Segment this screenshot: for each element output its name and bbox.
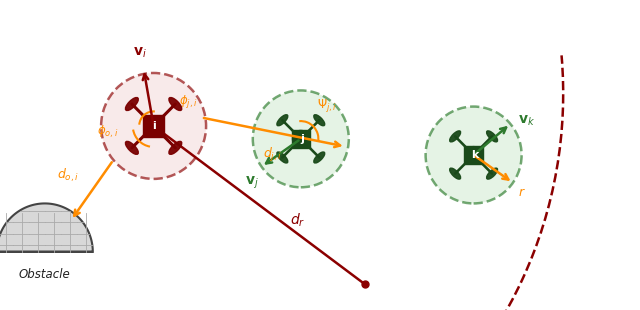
Ellipse shape [486,168,497,179]
Text: $\Psi_{j,i}$: $\Psi_{j,i}$ [317,97,337,114]
Ellipse shape [125,98,138,110]
Text: j: j [301,134,305,144]
Text: $d_{o,i}$: $d_{o,i}$ [57,166,79,184]
Polygon shape [465,146,483,164]
Text: $\phi_{o,i}$: $\phi_{o,i}$ [97,124,118,140]
Circle shape [144,116,163,136]
Ellipse shape [277,152,288,163]
Text: $d_r$: $d_r$ [290,211,305,229]
Text: $r$: $r$ [518,186,526,199]
Text: k: k [471,150,479,160]
Ellipse shape [277,115,288,126]
Polygon shape [292,130,310,148]
Text: $\mathbf{v}_i$: $\mathbf{v}_i$ [134,46,147,60]
Polygon shape [0,203,93,252]
Text: $d_{j,i}$: $d_{j,i}$ [263,146,282,164]
Circle shape [426,107,522,203]
Circle shape [465,147,482,163]
Text: i: i [152,121,156,131]
Text: $\mathbf{v}_j$: $\mathbf{v}_j$ [245,175,259,191]
Ellipse shape [486,131,497,142]
Text: Obstacle: Obstacle [19,268,70,281]
Ellipse shape [169,141,182,154]
Ellipse shape [450,168,461,179]
Circle shape [253,91,349,187]
Text: $\phi_{j,i}$: $\phi_{j,i}$ [179,93,198,110]
Polygon shape [143,115,164,137]
Ellipse shape [314,115,324,126]
Circle shape [101,73,206,179]
Ellipse shape [314,152,324,163]
Circle shape [292,131,309,147]
Text: $\mathbf{v}_k$: $\mathbf{v}_k$ [518,113,535,128]
Ellipse shape [125,141,138,154]
Ellipse shape [169,98,182,110]
Ellipse shape [450,131,461,142]
